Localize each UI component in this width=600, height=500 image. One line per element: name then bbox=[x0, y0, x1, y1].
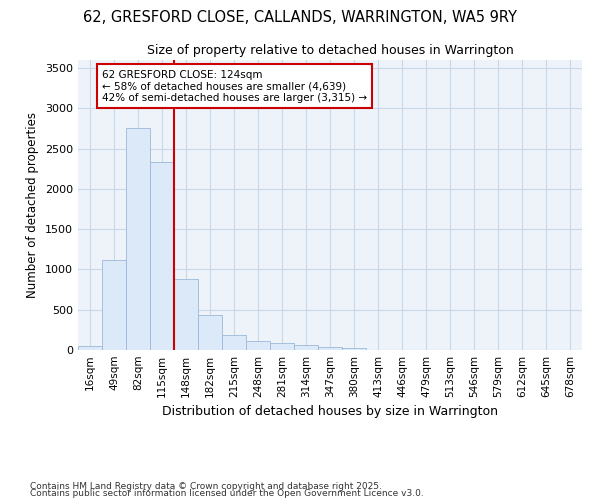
Bar bbox=[102, 260, 126, 350]
Title: Size of property relative to detached houses in Warrington: Size of property relative to detached ho… bbox=[146, 44, 514, 58]
Bar bbox=[342, 348, 366, 350]
Text: 62 GRESFORD CLOSE: 124sqm
← 58% of detached houses are smaller (4,639)
42% of se: 62 GRESFORD CLOSE: 124sqm ← 58% of detac… bbox=[102, 70, 367, 103]
Bar bbox=[174, 279, 198, 350]
Y-axis label: Number of detached properties: Number of detached properties bbox=[26, 112, 40, 298]
Bar bbox=[294, 345, 318, 350]
Text: Contains HM Land Registry data © Crown copyright and database right 2025.: Contains HM Land Registry data © Crown c… bbox=[30, 482, 382, 491]
Bar bbox=[222, 334, 246, 350]
Bar bbox=[198, 314, 222, 350]
Text: Contains public sector information licensed under the Open Government Licence v3: Contains public sector information licen… bbox=[30, 489, 424, 498]
Bar bbox=[150, 162, 174, 350]
Text: 62, GRESFORD CLOSE, CALLANDS, WARRINGTON, WA5 9RY: 62, GRESFORD CLOSE, CALLANDS, WARRINGTON… bbox=[83, 10, 517, 25]
X-axis label: Distribution of detached houses by size in Warrington: Distribution of detached houses by size … bbox=[162, 406, 498, 418]
Bar bbox=[78, 346, 102, 350]
Bar bbox=[270, 343, 294, 350]
Bar bbox=[246, 341, 270, 350]
Bar bbox=[318, 347, 342, 350]
Bar bbox=[126, 128, 150, 350]
